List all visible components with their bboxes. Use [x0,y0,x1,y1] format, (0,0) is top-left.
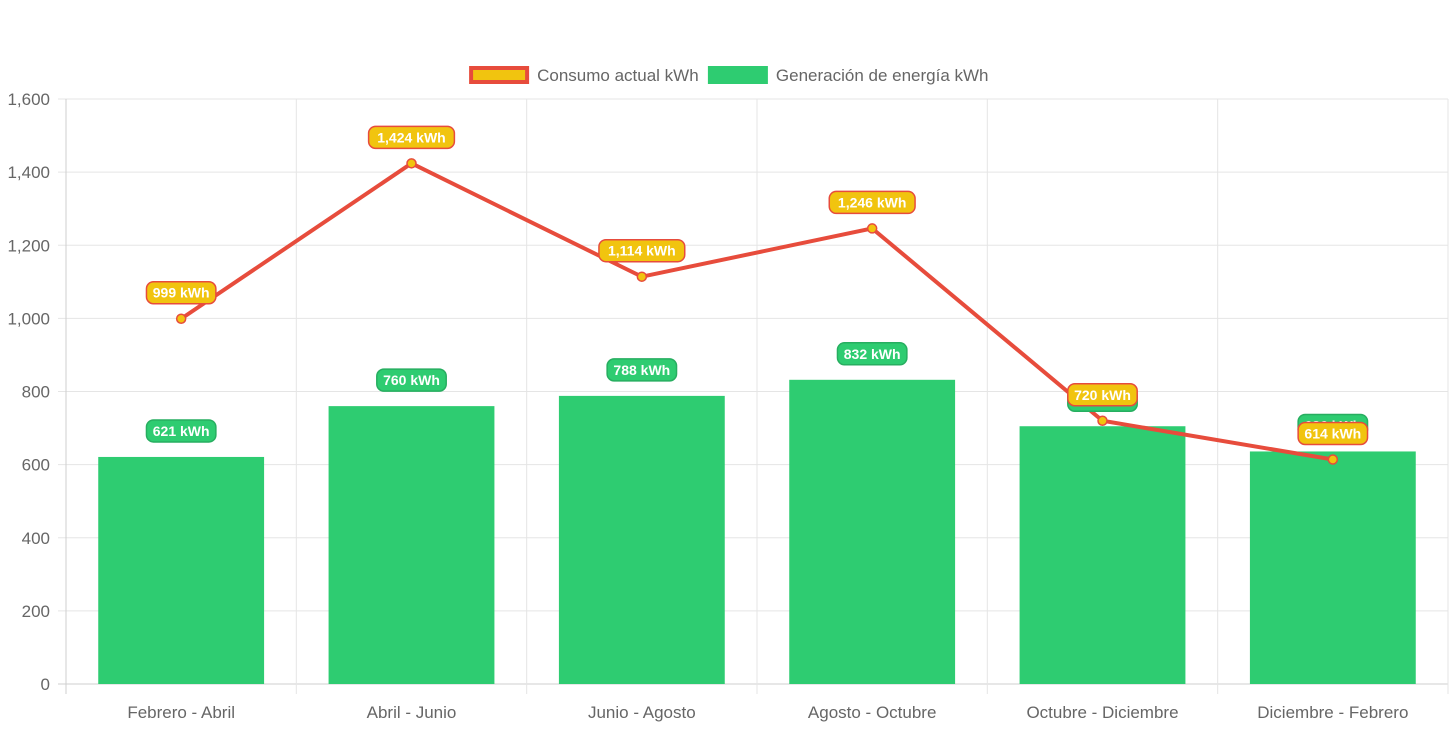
bar-value-label: 760 kWh [376,368,447,392]
line-value-label-text: 720 kWh [1074,387,1131,403]
line-value-label-box [145,280,217,305]
bar-value-label-text: 832 kWh [844,346,901,362]
bar-value-label-box [145,419,217,443]
line-value-label: 1,114 kWh [598,238,686,263]
bar-value-label-text: 621 kWh [153,423,210,439]
y-tick-label: 1,400 [7,163,50,182]
x-tick-label: Diciembre - Febrero [1257,703,1408,722]
y-tick-label: 1,200 [7,236,50,255]
line-point[interactable] [636,271,648,282]
legend-item[interactable]: Consumo actual kWh [469,66,699,85]
line-point[interactable] [1327,454,1339,465]
bar-layer [98,379,1416,684]
bar[interactable] [328,406,495,684]
line-value-label-text: 999 kWh [153,285,210,301]
y-tick-label: 1,600 [7,90,50,109]
y-tick-label: 800 [22,383,50,402]
bar[interactable] [558,395,725,684]
y-tick-label: 0 [41,675,50,694]
line-value-label-box [598,238,686,263]
legend-label: Consumo actual kWh [537,66,699,85]
line-value-label-text: 1,114 kWh [608,243,676,259]
y-tick-label: 400 [22,529,50,548]
bar-value-label-text: 788 kWh [613,362,670,378]
y-tick-label: 200 [22,602,50,621]
bar-value-label-box [836,342,908,366]
legend-swatch [469,66,530,84]
x-tick-label: Junio - Agosto [588,703,696,722]
line-point[interactable] [1097,415,1108,426]
line-value-label-text: 1,246 kWh [838,194,906,210]
legend: Consumo actual kWh Generación de energía … [469,66,989,85]
y-tick-label: 600 [22,456,50,475]
bar-value-label-box [376,368,447,392]
bar-value-label-text: 760 kWh [383,372,440,388]
line-value-label-box [367,125,456,150]
x-tick-label: Octubre - Diciembre [1026,703,1178,722]
bar[interactable] [1019,426,1186,684]
line-value-label: 720 kWh [1067,383,1138,407]
line-value-label-box [1067,383,1138,407]
line-value-label-text: 614 kWh [1304,426,1361,442]
line-layer [175,158,1339,465]
bar[interactable] [98,456,265,684]
line-value-label-text: 1,424 kWh [377,129,445,145]
bar-value-label: 621 kWh [145,419,217,443]
bar[interactable] [1249,451,1416,684]
line-point[interactable] [175,313,187,324]
bar-value-label: 788 kWh [606,358,678,382]
x-tick-label: Febrero - Abril [127,703,235,722]
legend-item[interactable]: Generación de energía kWh [707,66,989,85]
line-value-label: 614 kWh [1297,421,1369,446]
bar[interactable] [789,379,956,684]
legend-swatch [707,66,768,84]
line-value-label: 1,424 kWh [367,125,456,150]
line-point[interactable] [406,158,417,169]
axis-layer: 0 200 400 600 800 1,000 1,200 1,400 1,600 Febrero… [7,90,1408,722]
legend-label: Generación de energía kWh [776,66,989,85]
x-tick-label: Abril - Junio [367,703,457,722]
line-value-label-box [1297,421,1369,446]
line-value-label: 1,246 kWh [828,190,916,215]
line-value-label-box [828,190,916,215]
y-tick-label: 1,000 [7,309,50,328]
grid-layer [58,98,1449,694]
consumption-line [180,161,1334,462]
bar-value-label-box [606,358,678,382]
line-value-label: 999 kWh [145,280,217,305]
x-tick-label: Agosto - Octubre [808,703,937,722]
bar-value-label: 832 kWh [836,342,908,366]
line-point[interactable] [866,223,878,234]
